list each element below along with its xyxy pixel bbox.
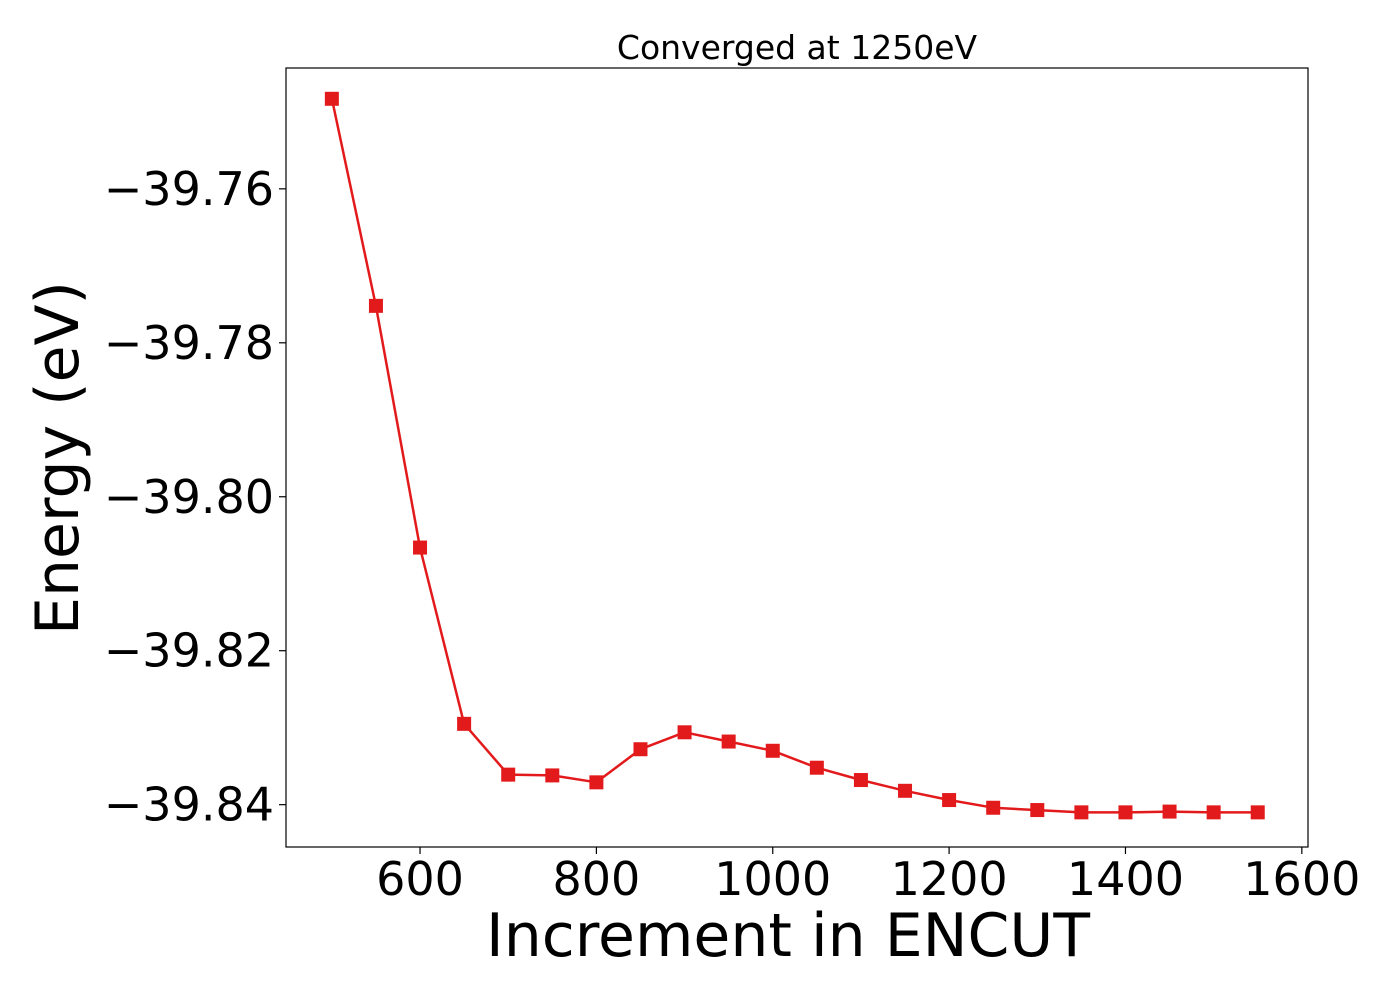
data-point-marker	[942, 793, 957, 808]
data-point-marker	[1162, 804, 1177, 819]
data-point-marker	[1250, 805, 1265, 820]
y-tick-label: −39.80	[104, 470, 274, 524]
data-point-marker	[501, 767, 516, 782]
data-point-marker	[898, 783, 913, 798]
data-point-marker	[721, 734, 736, 749]
y-axis: −39.76 −39.78 −39.80 −39.82 −39.84	[104, 162, 286, 832]
y-tick-label: −39.76	[104, 162, 274, 216]
data-point-marker	[324, 91, 339, 106]
data-point-marker	[1118, 805, 1133, 820]
series-line	[330, 98, 1258, 814]
data-point-marker	[457, 716, 472, 731]
data-point-marker	[589, 775, 604, 790]
data-point-marker	[677, 725, 692, 740]
data-point-marker	[1206, 805, 1221, 820]
x-tick-label: 1200	[891, 852, 1008, 906]
y-tick-label: −39.78	[104, 316, 274, 370]
x-tick-label: 1400	[1067, 852, 1184, 906]
x-axis: 600 800 1000 1200 1400 1600	[376, 847, 1360, 906]
x-tick-label: 1600	[1243, 852, 1360, 906]
data-point-marker	[809, 760, 824, 775]
data-point-marker	[765, 743, 780, 758]
data-point-marker	[368, 298, 383, 313]
y-tick-label: −39.82	[104, 624, 274, 678]
plot-area	[285, 67, 1309, 848]
y-axis-label: Energy (eV)	[23, 281, 93, 635]
data-point-marker	[1074, 805, 1089, 820]
x-tick-label: 800	[552, 852, 640, 906]
x-tick-label: 1000	[714, 852, 831, 906]
x-axis-label: Increment in ENCUT	[486, 901, 1090, 971]
data-point-marker	[986, 800, 1001, 815]
x-tick-label: 600	[376, 852, 464, 906]
data-point-marker	[1030, 803, 1045, 818]
data-point-marker	[853, 773, 868, 788]
data-point-marker	[633, 742, 648, 757]
y-tick-label: −39.84	[104, 778, 274, 832]
chart-title: Converged at 1250eV	[617, 28, 978, 67]
series-layer	[324, 91, 1265, 820]
data-point-marker	[413, 540, 428, 555]
data-point-marker	[545, 768, 560, 783]
